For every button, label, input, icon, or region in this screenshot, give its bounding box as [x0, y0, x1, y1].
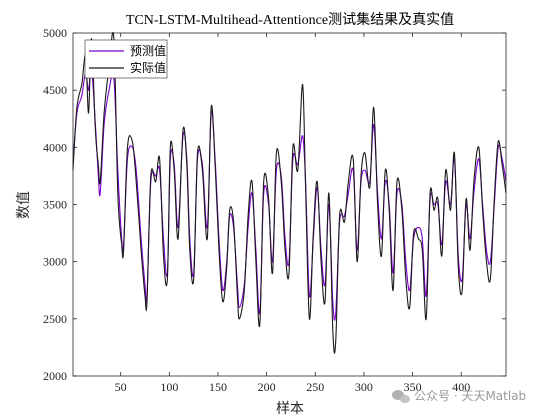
watermark-text: 公众号 · 天天Matlab	[414, 389, 526, 403]
x-tick-label: 100	[160, 380, 178, 394]
x-tick-label: 250	[306, 380, 324, 394]
ticks-layer: 50 100 150 200 250 300 350 400 2000 2500 3000 3500 4…	[43, 26, 506, 394]
legend-label-actual: 实际值	[130, 60, 166, 75]
series-line-actual	[72, 31, 507, 354]
y-tick-label: 2500	[43, 312, 67, 326]
x-tick-label: 300	[355, 380, 373, 394]
legend-label-predicted: 预测值	[130, 43, 166, 58]
x-tick-label: 350	[404, 380, 422, 394]
chart-title: TCN-LSTM-Multihead-Attentionce测试集结果及真实值	[126, 11, 454, 28]
x-tick-label: 200	[258, 380, 276, 394]
legend: 预测值 实际值	[84, 39, 168, 79]
series-layer	[72, 31, 507, 354]
x-tick-label: 50	[115, 380, 127, 394]
y-tick-label: 5000	[43, 26, 67, 40]
y-tick-label: 3500	[43, 198, 67, 212]
x-tick-label: 400	[452, 380, 470, 394]
legend-box	[84, 39, 168, 79]
y-tick-label: 4000	[43, 140, 67, 154]
watermark: 公众号 · 天天Matlab	[392, 389, 526, 403]
wechat-icon	[392, 390, 410, 403]
y-axis-label: 数值	[16, 191, 32, 219]
x-tick-label: 150	[209, 380, 227, 394]
x-axis-label: 样本	[276, 401, 304, 417]
y-tick-label: 4500	[43, 83, 67, 97]
y-tick-label: 2000	[43, 369, 67, 383]
y-tick-label: 3000	[43, 255, 67, 269]
